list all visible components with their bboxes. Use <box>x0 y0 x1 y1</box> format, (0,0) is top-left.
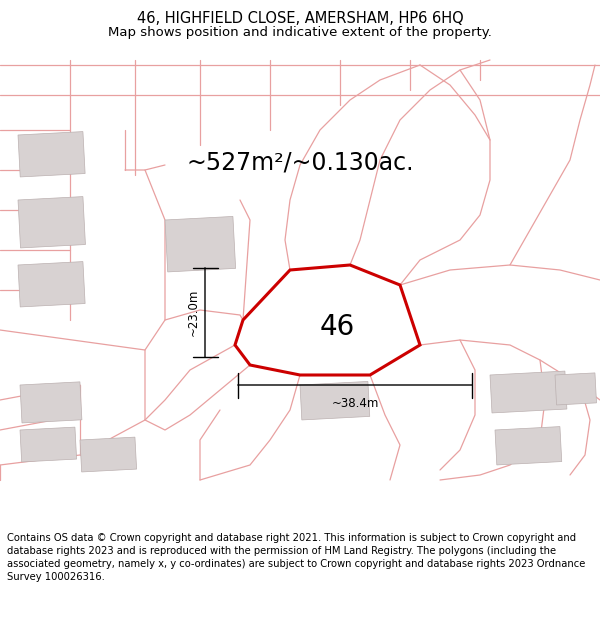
Bar <box>18 132 85 177</box>
Bar <box>18 262 85 307</box>
Text: Map shows position and indicative extent of the property.: Map shows position and indicative extent… <box>108 26 492 39</box>
Text: ~527m²/~0.130ac.: ~527m²/~0.130ac. <box>186 151 414 175</box>
Text: 46: 46 <box>320 313 355 341</box>
Bar <box>80 437 137 472</box>
Bar <box>495 427 562 465</box>
Text: ~23.0m: ~23.0m <box>187 289 200 336</box>
Bar <box>275 273 344 342</box>
Bar <box>490 371 567 413</box>
Bar <box>300 381 370 420</box>
Bar <box>20 427 77 462</box>
Bar <box>555 373 596 405</box>
Bar <box>165 216 236 272</box>
Text: 46, HIGHFIELD CLOSE, AMERSHAM, HP6 6HQ: 46, HIGHFIELD CLOSE, AMERSHAM, HP6 6HQ <box>137 11 463 26</box>
Bar <box>20 382 82 423</box>
Polygon shape <box>235 265 420 375</box>
Text: Contains OS data © Crown copyright and database right 2021. This information is : Contains OS data © Crown copyright and d… <box>7 533 586 582</box>
Bar <box>18 197 85 248</box>
Text: ~38.4m: ~38.4m <box>331 397 379 410</box>
